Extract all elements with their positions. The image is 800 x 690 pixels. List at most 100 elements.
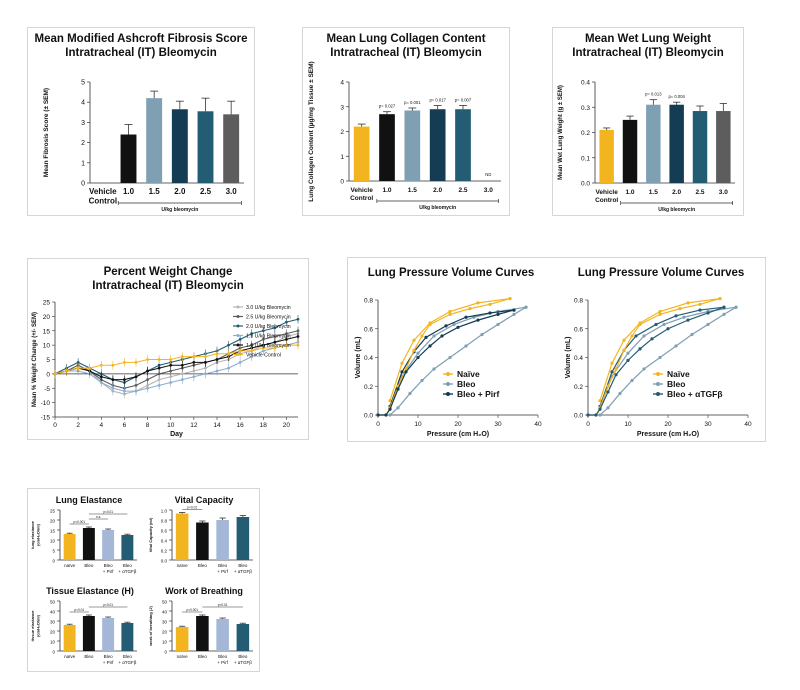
data-point (261, 337, 265, 341)
bar (622, 119, 638, 183)
x-tick-label: 8 (146, 422, 150, 429)
x-tick-label: 1.0 (382, 187, 391, 194)
y-axis-label: work of breathing (J) (148, 606, 153, 647)
p-value-annotation: p= 0.001 (404, 100, 421, 105)
bar (82, 528, 95, 560)
x-tick-label: Bleo (104, 563, 114, 568)
y-tick-label: 0.8 (574, 298, 583, 305)
x-tick-label: 2.5 (695, 189, 704, 196)
data-point (432, 334, 436, 338)
data-point (618, 391, 622, 396)
data-point (468, 307, 472, 311)
data-point (157, 358, 161, 361)
y-tick-label: 15 (50, 529, 56, 534)
data-point (626, 358, 630, 362)
y-tick-label: 0.0 (161, 559, 168, 564)
data-point (420, 334, 424, 338)
data-point (204, 372, 207, 376)
chart-title: Work of Breathing (165, 586, 243, 596)
x-axis-label: Pressure (cm H₂O) (637, 431, 699, 438)
p-value-annotation: p= 0.017 (429, 98, 446, 103)
data-point (296, 343, 300, 347)
group-label: U/kg bleomycin (161, 207, 198, 213)
legend-marker (236, 343, 240, 347)
ashcroft-chart: Mean Modified Ashcroft Fibrosis Score Int… (35, 33, 248, 213)
data-point (238, 337, 242, 341)
data-point (99, 375, 103, 379)
y-tick-label: 0.3 (581, 105, 590, 112)
x-tick-label: 4 (99, 422, 103, 429)
y-tick-label: 10 (50, 640, 56, 645)
data-point (285, 320, 288, 324)
data-point (586, 413, 590, 417)
data-point (76, 360, 80, 364)
data-point (440, 334, 444, 338)
data-point (53, 372, 57, 376)
data-point (408, 391, 412, 396)
y-tick-label: 0.2 (581, 130, 590, 137)
sig-label: p<0.01 (218, 603, 228, 607)
sig-label: p<0.001 (73, 520, 85, 524)
data-point (444, 324, 448, 328)
data-point (416, 351, 420, 355)
data-point (594, 413, 598, 417)
data-point (388, 407, 392, 411)
data-point (157, 372, 161, 376)
bar (692, 111, 708, 183)
data-point (606, 406, 610, 410)
data-point (690, 332, 694, 337)
x-tick-label: 16 (237, 422, 245, 429)
y-tick-label: 0.1 (581, 155, 590, 162)
bar (146, 98, 163, 183)
chart-title: Mean Wet Lung Weight (585, 33, 711, 45)
legend-label: Bleo + αTGFβ (667, 389, 723, 399)
data-point (722, 312, 726, 316)
data-point (642, 367, 646, 371)
legend-marker (446, 372, 450, 376)
bar (196, 616, 209, 651)
x-tick-label: + Pirf (217, 569, 228, 574)
data-point (180, 372, 184, 376)
x-tick-label: Bleo (218, 654, 228, 659)
y-tick-label: 20 (162, 630, 168, 635)
data-point (146, 358, 149, 361)
x-tick-label: 20 (283, 422, 291, 429)
sig-label: p<0.001 (186, 608, 198, 612)
legend-label: Bleo + Pirf (457, 389, 499, 399)
data-point (416, 355, 420, 360)
y-tick-label: 1.0 (161, 509, 168, 514)
data-point (204, 366, 207, 370)
data-point (146, 369, 149, 373)
x-tick-label: 0 (376, 421, 380, 428)
x-tick-label: Bleo (238, 654, 248, 659)
data-point (512, 312, 516, 316)
y-tick-label: 0 (52, 559, 55, 564)
y-tick-label: 5 (52, 549, 55, 554)
data-point (674, 344, 678, 348)
y-tick-label: 0.6 (364, 326, 373, 333)
legend-label: 1.5 U/kg Bleomycin (246, 334, 291, 340)
bar (599, 129, 614, 183)
bar (379, 114, 395, 181)
series-line (588, 306, 737, 416)
p-value-annotation: p= 0.007 (455, 98, 472, 103)
data-point (192, 369, 196, 373)
y-tick-label: 0.2 (161, 549, 168, 554)
bar (216, 619, 229, 651)
data-point (610, 370, 614, 374)
chart-title: Intratracheal (IT) Bleomycin (572, 47, 723, 59)
data-point (76, 366, 80, 370)
pv-chart-pirf: Lung Pressure Volume Curves 0.0 0.2 0.4 0.6 0… (355, 267, 542, 438)
series-line (54, 344, 298, 375)
x-tick-label: + αTGFβ (118, 660, 136, 665)
x-tick-label: 2.0 (174, 187, 186, 196)
data-point (250, 355, 254, 359)
wob-chart: Work of Breathing 0 10 20 30 40 50 work of brea… (148, 586, 253, 665)
y-tick-label: 50 (162, 600, 168, 605)
data-point (682, 315, 686, 319)
chart-title: Mean Modified Ashcroft Fibrosis Score (35, 33, 248, 45)
x-tick-label: 0 (53, 422, 57, 429)
y-tick-label: 15 (43, 328, 51, 335)
data-point (508, 296, 512, 301)
x-tick-label: 10 (624, 421, 632, 428)
